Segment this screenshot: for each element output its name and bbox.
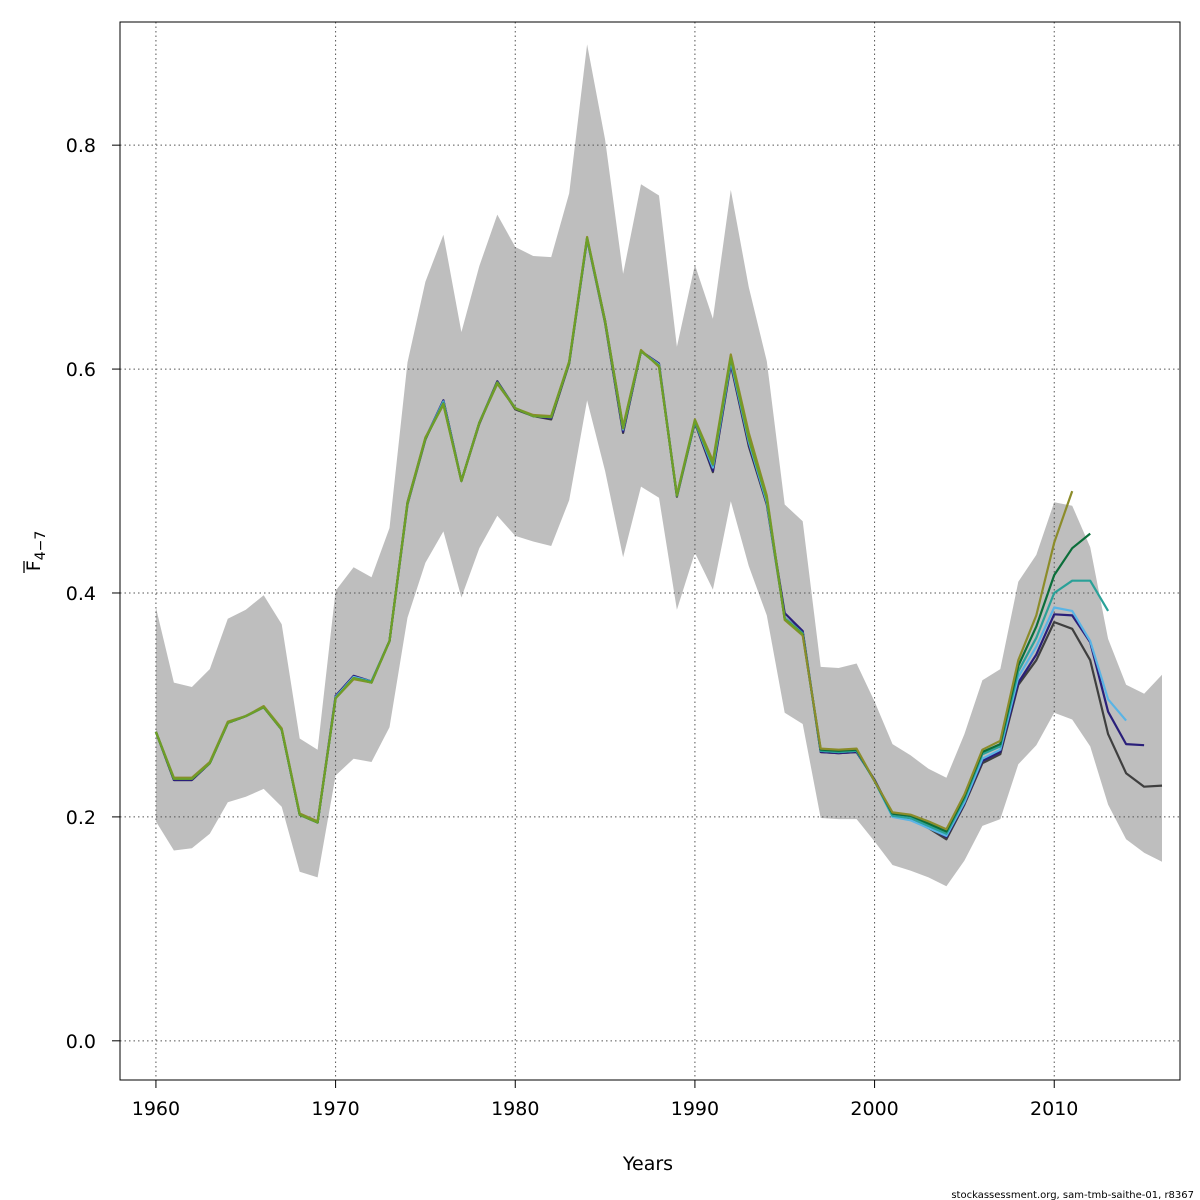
x-tick-label: 1980 — [491, 1098, 539, 1120]
series-layer — [154, 235, 1163, 841]
x-tick-label: 2010 — [1030, 1098, 1078, 1120]
grid-layer — [120, 22, 1180, 1080]
y-tick-label: 0.4 — [66, 583, 96, 605]
y-tick-label: 0.0 — [66, 1031, 96, 1053]
y-axis-title: F4−7 — [23, 531, 49, 573]
x-axis-title: Years — [622, 1153, 673, 1175]
axis-layer: 1960 1970 1980 1990 2000 2010 0.0 0.2 0.4 0.6 0.8 — [66, 135, 1079, 1120]
y-axis-title-sub: 4−7 — [33, 531, 49, 561]
y-tick-label: 0.6 — [66, 359, 96, 381]
x-tick-label: 1970 — [311, 1098, 359, 1120]
confidence-band-layer — [155, 44, 1162, 887]
x-tick-label: 2000 — [850, 1098, 898, 1120]
x-tick-label: 1960 — [132, 1098, 180, 1120]
y-tick-label: 0.2 — [66, 807, 96, 829]
plot-frame — [119, 21, 1181, 1081]
confidence-band — [155, 44, 1162, 887]
y-axis-title-main: F — [23, 560, 45, 571]
series-line-7 — [154, 237, 804, 824]
x-tick-label: 1990 — [671, 1098, 719, 1120]
y-tick-label: 0.8 — [66, 135, 96, 157]
credit-text: stockassessment.org, sam-tmb-saithe-01, … — [951, 1190, 1194, 1200]
svg-text:F4−7: F4−7 — [23, 531, 49, 571]
